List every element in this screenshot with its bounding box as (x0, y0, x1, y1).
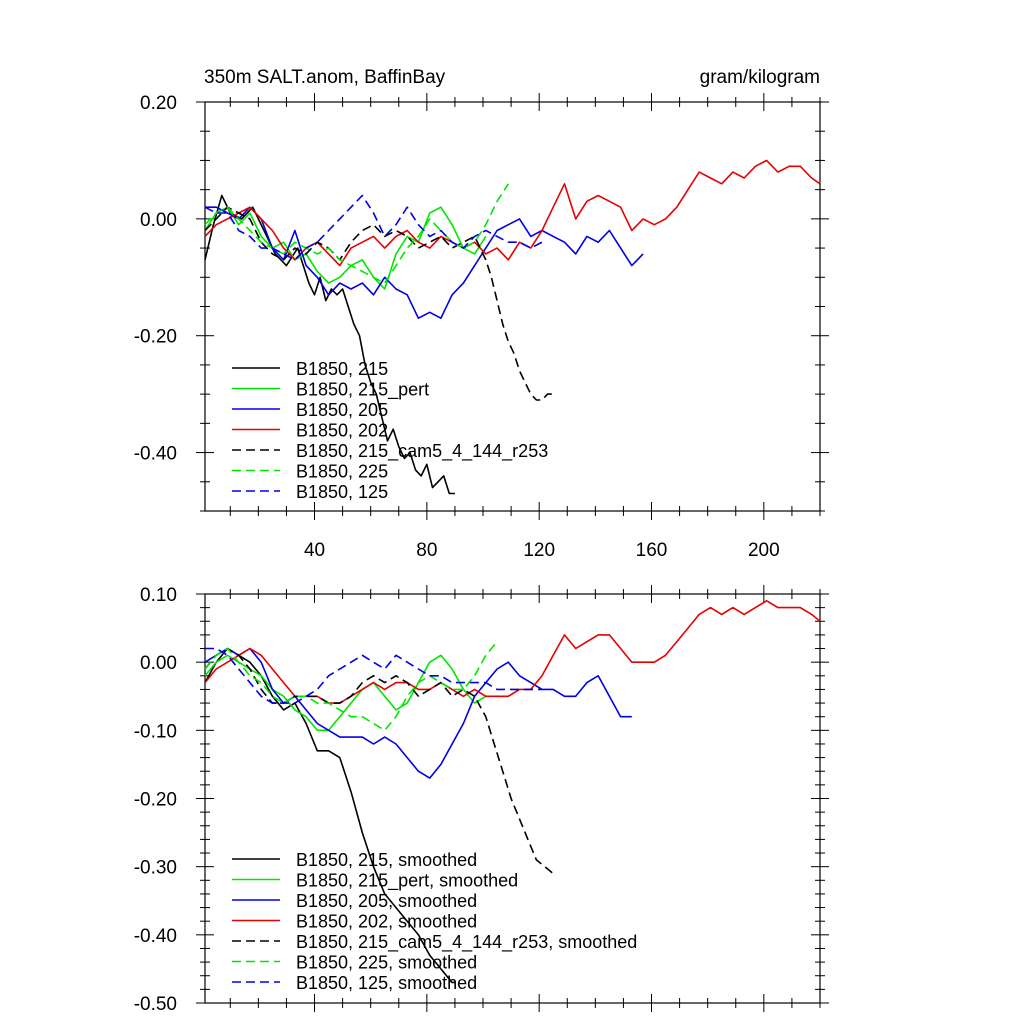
legend-label: B1850, 225 (296, 462, 388, 482)
y-tick-label: -0.40 (134, 444, 177, 465)
x-tick-label: 120 (523, 540, 555, 561)
series-line (204, 647, 455, 984)
legend-label: B1850, 215_pert (296, 380, 429, 401)
bottom-y-tick-labels: -0.50 -0.40 -0.30 -0.20 -0.10 0.00 0.10 (134, 585, 177, 1015)
bottom-panel: -0.50 -0.40 -0.30 -0.20 -0.10 0.00 0.10 B1850,… (134, 585, 829, 1015)
top-x-tick-labels: 40 80 120 160 200 (304, 540, 780, 561)
y-tick-label: -0.40 (134, 926, 177, 947)
y-tick-label: -0.10 (134, 721, 177, 742)
legend-label: B1850, 215_pert, smoothed (296, 871, 518, 892)
top-y-tick-labels: -0.40 -0.20 0.00 0.20 (134, 93, 177, 465)
bottom-tick-marks (196, 585, 829, 1012)
legend-label: B1850, 215 (296, 359, 388, 379)
top-panel-units: gram/kilogram (700, 67, 820, 88)
series-line (204, 206, 487, 290)
series-line (204, 194, 543, 261)
series-line (204, 641, 498, 732)
bottom-series-group (204, 599, 821, 984)
y-tick-label: 0.20 (140, 93, 177, 114)
series-line (204, 647, 554, 875)
series-line (205, 206, 644, 320)
series-line (204, 194, 455, 495)
y-tick-label: 0.10 (140, 585, 177, 606)
legend-label: B1850, 215, smoothed (296, 850, 477, 870)
series-line (204, 183, 509, 284)
series-line (204, 599, 821, 704)
x-tick-label: 40 (304, 540, 325, 561)
legend-label: B1850, 125 (296, 482, 388, 502)
y-tick-label: 0.00 (140, 210, 177, 231)
x-tick-label: 80 (416, 540, 437, 561)
top-panel-title: 350m SALT.anom, BaffinBay (204, 67, 446, 88)
x-tick-label: 160 (636, 540, 668, 561)
y-tick-label: -0.20 (134, 790, 177, 811)
legend-label: B1850, 215_cam5_4_144_r253, smoothed (296, 932, 637, 953)
legend-label: B1850, 205, smoothed (296, 891, 477, 911)
legend-label: B1850, 202 (296, 421, 388, 441)
legend-label: B1850, 125, smoothed (296, 973, 477, 993)
legend-label: B1850, 202, smoothed (296, 912, 477, 932)
top-tick-marks (196, 93, 829, 520)
legend-label: B1850, 205 (296, 400, 388, 420)
y-tick-label: 0.00 (140, 653, 177, 674)
legend-label: B1850, 225, smoothed (296, 953, 477, 973)
legend-label: B1850, 215_cam5_4_144_r253 (296, 441, 548, 462)
top-panel: 350m SALT.anom, BaffinBay gram/kilogram … (134, 67, 829, 561)
top-series-group (204, 159, 821, 495)
series-line (205, 647, 542, 704)
series-line (204, 647, 632, 779)
x-tick-label: 200 (748, 540, 780, 561)
y-tick-label: -0.50 (134, 994, 177, 1015)
y-tick-label: -0.20 (134, 327, 177, 348)
y-tick-label: -0.30 (134, 858, 177, 879)
series-line (204, 654, 487, 732)
